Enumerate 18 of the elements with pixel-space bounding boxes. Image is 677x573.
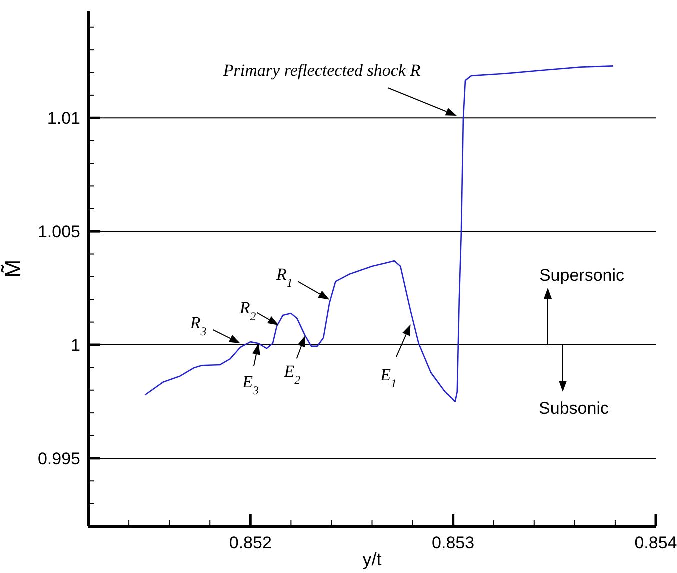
y-tick-label: 1.005 (38, 222, 80, 242)
x-tick-label: 0.852 (229, 534, 272, 552)
annotation: R$_{1}$ (276, 264, 293, 290)
y-tick-label: 1.01 (47, 109, 80, 128)
annotation: Supersonic (539, 266, 626, 285)
x-axis-title: y/t (362, 550, 382, 570)
annotation: E$_{1}$ (380, 366, 397, 391)
annotation: Primary reflectected shock R (222, 61, 422, 80)
annotation: Subsonic (539, 399, 610, 418)
y-axis-title: M̃ (0, 260, 26, 278)
annotation: R$_{3}$ (189, 314, 207, 339)
x-tick-label: 0.854 (634, 534, 677, 552)
y-tick-label: 0.995 (38, 449, 80, 468)
annotation: E$_{3}$ (242, 372, 259, 398)
annotation: R$_{2}$ (238, 298, 256, 324)
x-tick-label: 0.853 (432, 534, 475, 552)
y-tick-label: 1 (71, 336, 80, 355)
annotation: E$_{2}$ (283, 362, 301, 387)
